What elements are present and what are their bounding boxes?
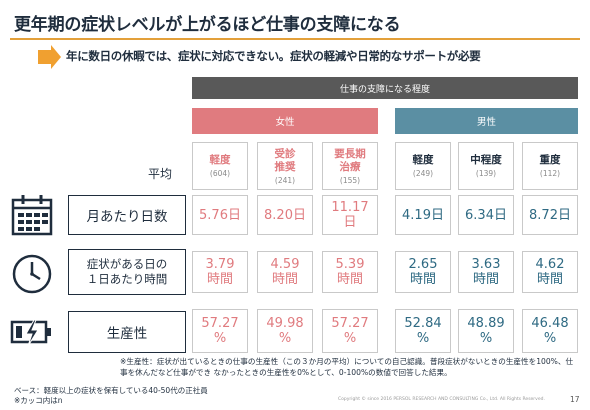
clock-icon: [12, 254, 52, 294]
value-cell: 3.79 時間: [192, 251, 248, 293]
column-n: (112): [539, 169, 561, 178]
column-label: 重度: [539, 154, 561, 166]
page-title: 更年期の症状レベルが上がるほど仕事の支障になる: [14, 15, 401, 35]
value-cell: 4.19日: [395, 195, 451, 235]
header-bar: 仕事の支障になる程度: [192, 77, 578, 99]
value-cell: 11.17 日: [322, 195, 378, 235]
average-label: 平均: [148, 167, 173, 181]
value-cell: 6.34日: [458, 195, 514, 235]
arrow-icon: [38, 50, 51, 64]
column-header-female-mild: 軽度 (604): [192, 142, 248, 190]
base-note: ベース：軽度以上の症状を保有している40-50代の正社員 ※カッコ内はn: [14, 386, 208, 406]
column-n: (241): [274, 175, 296, 185]
value-cell: 5.39 時間: [322, 251, 378, 293]
column-header-male-moderate: 中程度 (139): [458, 142, 514, 190]
column-header-female-checkup: 受診 推奨 (241): [257, 142, 313, 190]
column-n: (249): [412, 169, 434, 178]
column-label: 軽度: [209, 154, 231, 166]
value-cell: 52.84 %: [395, 309, 451, 353]
column-n: (139): [475, 169, 497, 178]
value-cell: 48.89 %: [458, 309, 514, 353]
row-label-productivity: 生産性: [68, 311, 186, 353]
column-label: 軽度: [412, 154, 434, 166]
column-header-male-severe: 重度 (112): [522, 142, 578, 190]
arrow-head-icon: [51, 45, 61, 69]
column-n: (155): [339, 175, 361, 185]
value-cell: 8.20日: [257, 195, 313, 235]
column-header-female-longterm: 要長期 治療 (155): [322, 142, 378, 190]
row-label-hours-per-day: 症状がある日の １日あたり時間: [68, 249, 186, 295]
base-note-line: ベース：軽度以上の症状を保有している40-50代の正社員: [14, 386, 208, 395]
value-cell: 8.72日: [522, 195, 578, 235]
subtitle: 年に数日の休暇では、症状に対応できない。症状の軽減や日常的なサポートが必要: [66, 49, 481, 63]
male-group-header: 男性: [395, 108, 578, 134]
column-label: 中程度: [470, 154, 502, 166]
value-cell: 3.63 時間: [458, 251, 514, 293]
value-cell: 57.27 %: [322, 309, 378, 353]
n-note-line: ※カッコ内はn: [14, 396, 63, 405]
calendar-icon: [11, 195, 53, 236]
value-cell: 5.76日: [192, 195, 248, 235]
battery-low-icon: [10, 319, 51, 347]
value-cell: 49.98 %: [257, 309, 313, 353]
row-label-days-per-month: 月あたり日数: [68, 195, 186, 235]
title-underline: [10, 38, 580, 40]
value-cell: 46.48 %: [522, 309, 578, 353]
female-group-header: 女性: [192, 108, 378, 134]
copyright: Copyright © since 2016 PERSOL RESEARCH A…: [338, 397, 545, 402]
column-n: (604): [209, 169, 231, 178]
value-cell: 2.65 時間: [395, 251, 451, 293]
value-cell: 57.27 %: [192, 309, 248, 353]
column-header-male-mild: 軽度 (249): [395, 142, 451, 190]
page-number: 17: [570, 395, 580, 404]
productivity-footnote: ※生産性：症状が出ているときの仕事の生産性（この３か月の平均）についての自己認識…: [120, 357, 574, 377]
column-label: 受診 推奨: [274, 147, 296, 173]
value-cell: 4.62 時間: [522, 251, 578, 293]
column-label: 要長期 治療: [334, 147, 366, 173]
value-cell: 4.59 時間: [257, 251, 313, 293]
